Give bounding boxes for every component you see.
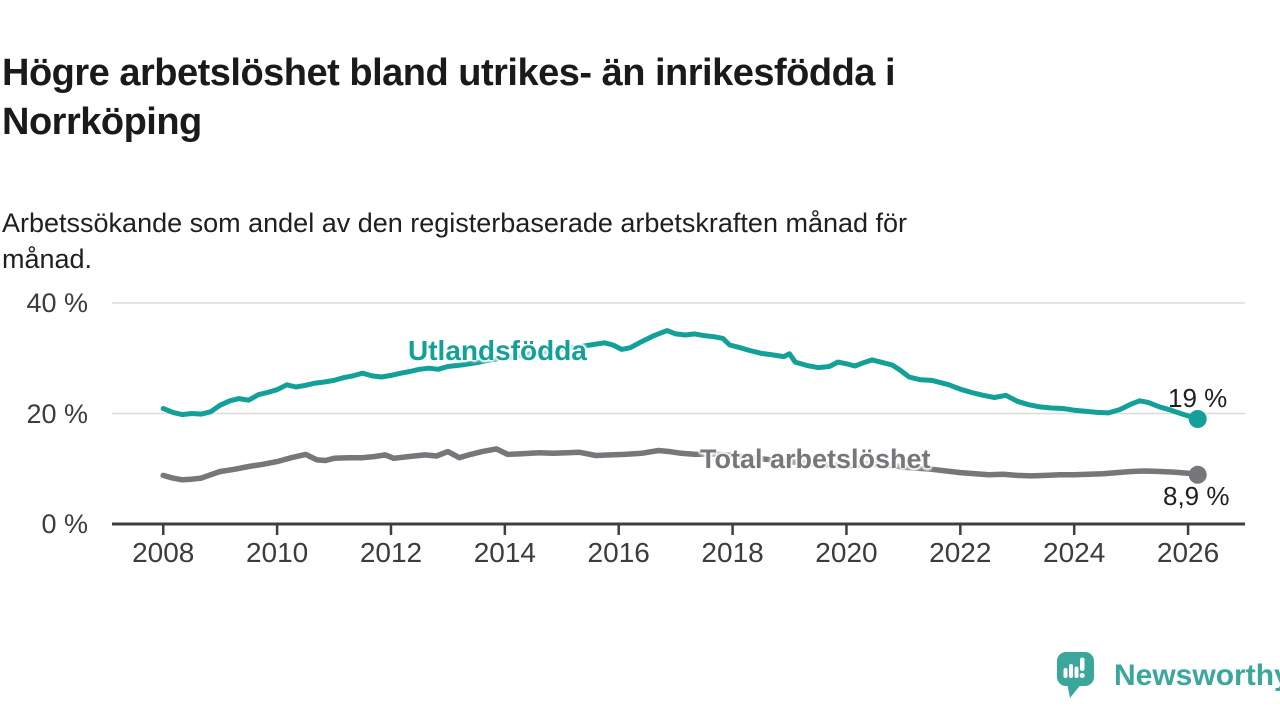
chart-subtitle: Arbetssökande som andel av den registerb… (2, 205, 1202, 277)
x-axis-tick-label: 2010 (245, 537, 309, 568)
series-label-utlandsfodda: Utlandsfödda (408, 335, 587, 366)
newsworthy-speech-bubble-bar-chart-icon (1057, 652, 1094, 698)
x-axis-tick-label: 2018 (701, 537, 764, 568)
x-axis-tick-label: 2020 (815, 537, 878, 568)
x-axis-tick-label: 2022 (929, 537, 992, 568)
y-axis-tick-label: 0 % (41, 509, 88, 539)
x-axis-tick-label: 2014 (473, 537, 536, 568)
x-axis-tick-label: 2024 (1043, 537, 1106, 568)
end-value-label-utlandsfodda: 19 % (1168, 383, 1228, 413)
page-title-line2: Norrköping (2, 101, 202, 144)
newsworthy-logo: Newsworthy (1056, 651, 1280, 701)
x-axis-tick-label: 2016 (587, 537, 650, 568)
x-axis-tick-label: 2012 (359, 537, 423, 568)
y-axis-tick-label: 20 % (26, 398, 88, 429)
chart-subtitle-line2: månad. (2, 244, 93, 274)
page-title: Högre arbetslöshet bland utrikes- än inr… (2, 49, 1152, 147)
x-axis-tick-label: 2008 (132, 537, 195, 568)
series-label-total-arbetsloshet: Total arbetslöshet (700, 444, 931, 474)
chart-subtitle-line1: Arbetssökande som andel av den registerb… (2, 208, 908, 238)
y-axis-tick-label: 40 % (26, 288, 88, 318)
logo-text: Newsworthy (1114, 659, 1280, 692)
x-axis-tick-label: 2026 (1156, 537, 1220, 568)
page-title-line1: Högre arbetslöshet bland utrikes- än inr… (2, 52, 896, 95)
end-value-label-total-arbetsloshet: 8,9 % (1163, 481, 1230, 511)
